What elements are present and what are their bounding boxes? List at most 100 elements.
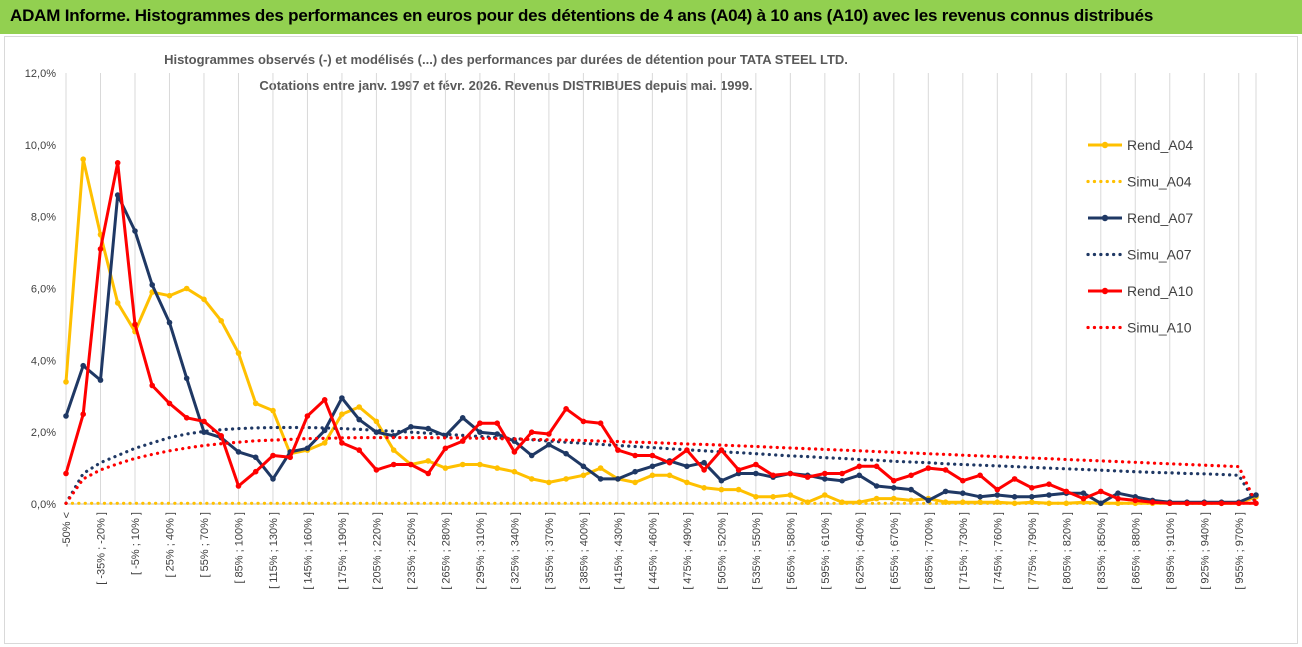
legend-item-rend-a04: Rend_A04	[1088, 137, 1193, 153]
x-tick-label: [ 295% ; 310% ]	[475, 512, 487, 590]
gridlines	[65, 73, 1257, 504]
data-point-rend-a10	[1046, 481, 1052, 488]
data-point-rend-a10	[252, 468, 259, 475]
data-point-rend-a04	[546, 479, 552, 486]
chart-title-line-2: Cotations entre janv. 1997 et févr. 2026…	[259, 78, 752, 93]
legend-marker-rend-a07	[1101, 214, 1109, 222]
data-point-rend-a07	[856, 472, 863, 479]
series-line-simu-a07	[64, 425, 1258, 505]
data-point-rend-a04	[528, 476, 535, 482]
x-tick-label: [ -35% ; -20% ]	[95, 512, 107, 585]
data-point-rend-a07	[925, 497, 932, 504]
data-point-rend-a10	[339, 440, 345, 446]
data-point-rend-a10	[632, 452, 638, 459]
data-point-rend-a04	[597, 465, 604, 471]
data-point-rend-a10	[994, 486, 1001, 493]
series-line-rend-a04	[64, 157, 1257, 505]
data-point-rend-a10	[1184, 500, 1190, 507]
data-point-rend-a04	[753, 494, 759, 500]
data-point-rend-a07	[649, 463, 656, 470]
report-header-bar: ADAM Informe. Histogrammes des performan…	[0, 0, 1302, 34]
legend-marker-rend-a04	[1101, 141, 1109, 149]
data-point-rend-a07	[597, 476, 604, 482]
data-point-rend-a10	[735, 467, 742, 473]
x-tick-label: [ 55% ; 70% ]	[199, 512, 211, 577]
data-point-rend-a10	[925, 465, 932, 471]
data-point-rend-a10	[839, 470, 845, 477]
data-point-rend-a10	[822, 470, 828, 477]
data-point-rend-a10	[891, 477, 897, 484]
x-tick-label: [ 145% ; 160% ]	[302, 512, 314, 590]
data-point-rend-a07	[960, 490, 966, 497]
data-point-rend-a04	[270, 407, 276, 414]
data-point-rend-a07	[114, 192, 121, 198]
legend-item-simu-a10: Simu_A10	[1086, 320, 1192, 336]
series-line-simu-a10	[64, 436, 1258, 505]
data-point-rend-a07	[235, 449, 242, 455]
data-point-rend-a10	[425, 470, 432, 477]
data-point-rend-a04	[994, 499, 1001, 506]
data-point-rend-a10	[442, 445, 449, 452]
data-point-rend-a10	[1080, 495, 1087, 502]
data-point-rend-a10	[218, 433, 224, 439]
data-point-rend-a07	[408, 424, 414, 430]
x-tick-label: [ 805% ; 820% ]	[1061, 512, 1073, 590]
data-point-rend-a10	[80, 411, 86, 418]
data-point-rend-a10	[356, 447, 363, 453]
data-point-rend-a07	[425, 425, 432, 432]
legend-label-simu-a07: Simu_A07	[1127, 247, 1192, 263]
data-point-rend-a07	[684, 463, 690, 470]
data-point-rend-a10	[373, 467, 380, 473]
data-point-rend-a10	[597, 420, 604, 427]
data-point-rend-a10	[960, 477, 966, 484]
data-point-rend-a10	[1236, 500, 1242, 507]
data-point-rend-a07	[1080, 490, 1087, 497]
legend-label-simu-a10: Simu_A10	[1127, 320, 1192, 336]
data-point-rend-a04	[718, 486, 725, 493]
data-point-rend-a10	[649, 452, 656, 459]
x-tick-label: [ 955% ; 970% ]	[1234, 512, 1246, 590]
data-point-rend-a04	[356, 404, 363, 410]
data-point-rend-a10	[1167, 500, 1173, 507]
data-point-rend-a07	[97, 377, 104, 383]
x-tick-label: [ 475% ; 490% ]	[682, 512, 694, 590]
data-point-rend-a04	[80, 156, 86, 162]
data-point-rend-a10	[1132, 497, 1139, 504]
data-point-rend-a04	[425, 458, 432, 464]
data-point-rend-a04	[494, 465, 501, 471]
data-point-rend-a10	[390, 461, 397, 468]
legend-label-rend-a04: Rend_A04	[1127, 137, 1193, 153]
data-point-rend-a07	[822, 476, 828, 482]
legend-label-rend-a07: Rend_A07	[1127, 210, 1193, 226]
legend-item-simu-a04: Simu_A04	[1086, 174, 1192, 190]
data-point-rend-a10	[63, 470, 69, 477]
x-tick-label: [ -5% ; 10% ]	[130, 512, 142, 575]
y-tick-label: 10,0%	[25, 140, 56, 152]
x-tick-label: [ 595% ; 610% ]	[820, 512, 832, 590]
y-tick-label: 12,0%	[25, 68, 56, 80]
x-tick-label: [ 565% ; 580% ]	[785, 512, 797, 590]
series-line-rend-a10	[64, 161, 1256, 505]
data-point-rend-a10	[1063, 488, 1070, 495]
data-point-rend-a07	[63, 413, 69, 419]
x-tick-label: [ 655% ; 670% ]	[889, 512, 901, 590]
data-point-rend-a07	[304, 445, 311, 452]
data-point-rend-a10	[235, 483, 242, 489]
data-point-rend-a10	[1098, 488, 1104, 495]
data-point-rend-a07	[563, 450, 569, 457]
data-point-rend-a07	[1115, 490, 1121, 497]
data-point-rend-a10	[494, 420, 501, 427]
data-point-rend-a04	[891, 495, 897, 502]
x-tick-label: [ 175% ; 190% ]	[337, 512, 349, 590]
data-point-rend-a07	[942, 488, 949, 495]
data-point-rend-a10	[977, 472, 983, 479]
y-tick-label: 0,0%	[31, 499, 56, 511]
x-tick-label: -50% <	[61, 512, 73, 547]
data-point-rend-a04	[201, 296, 207, 303]
data-point-rend-a10	[1149, 499, 1156, 506]
data-point-rend-a04	[701, 485, 707, 491]
data-point-rend-a07	[80, 362, 86, 369]
data-point-rend-a04	[632, 479, 638, 486]
